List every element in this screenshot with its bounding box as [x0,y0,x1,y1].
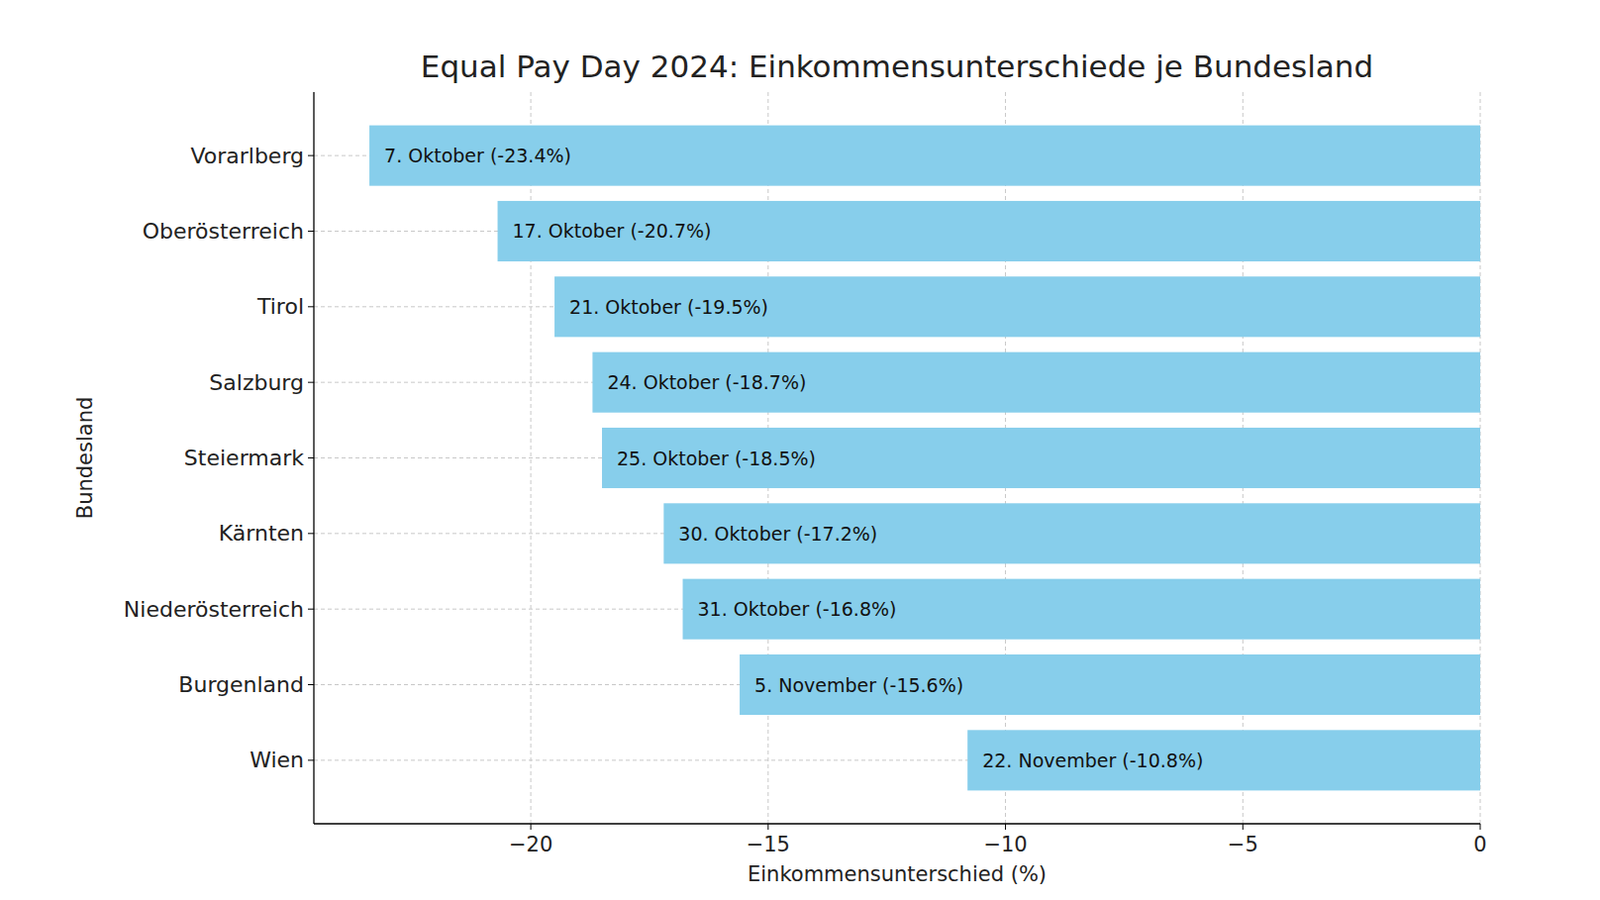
y-tick [307,305,314,307]
x-tick-label: −15 [746,832,791,857]
data-label: 25. Oktober (-18.5%) [616,447,816,470]
y-tick-label: Kärnten [218,520,304,546]
data-label: 21. Oktober (-19.5%) [569,296,769,318]
x-tick-label: −20 [508,832,553,857]
bar [592,352,1481,413]
data-label: 17. Oktober (-20.7%) [512,219,712,242]
bar [663,502,1481,564]
x-tick [1480,823,1482,830]
bar [739,654,1481,715]
y-tick-label: Niederösterreich [123,597,304,622]
y-axis-label: Bundesland [73,397,98,520]
x-tick-label: 0 [1473,832,1487,857]
y-tick-label: Vorarlberg [190,143,304,169]
bars [369,125,1481,792]
y-tick [307,608,314,610]
y-tick [307,230,314,232]
x-tick-label: −10 [983,832,1027,857]
grid [313,92,1481,824]
axes: −20 −15 −10 −5 0 Vorarlberg Oberösterreich Tiro… [123,92,1488,857]
data-label: 22. November (-10.8%) [982,749,1203,772]
data-label: 31. Oktober (-16.8%) [698,598,898,620]
data-labels: 7. Oktober (-23.4%) 17. Oktober (-20.7%) 2… [384,144,1203,772]
y-tick-label: Tirol [256,294,304,319]
title: Equal Pay Day 2024: Einkommensunterschie… [420,48,1374,85]
y-tick [307,382,314,384]
y-tick-label: Oberösterreich [142,218,304,244]
y-tick-label: Salzburg [208,370,304,396]
chart: 7. Oktober (-23.4%) 17. Oktober (-20.7%) 2… [0,0,1600,900]
y-tick-label: Burgenland [178,672,304,698]
y-tick [307,759,314,761]
x-tick-label: −5 [1227,832,1259,857]
data-label: 7. Oktober (-23.4%) [384,144,572,167]
bar [601,427,1481,489]
x-tick [1242,823,1244,830]
y-tick [307,457,314,459]
y-tick-label: Steiermark [184,445,304,471]
x-tick [1004,823,1006,830]
x-tick [530,823,532,830]
x-axis-label: Einkommensunterschied (%) [747,862,1047,887]
bar [369,125,1481,187]
y-tick-label: Wien [249,747,304,773]
bar [498,200,1481,262]
data-label: 5. November (-15.6%) [754,674,964,697]
bar [683,579,1481,640]
bar [554,276,1481,337]
y-tick [307,684,314,686]
y-tick [307,155,314,157]
x-axis-line [313,822,1481,824]
y-tick [307,532,314,534]
x-tick [767,823,769,830]
bar [967,729,1481,791]
data-label: 24. Oktober (-18.7%) [606,371,806,394]
data-label: 30. Oktober (-17.2%) [678,522,878,545]
